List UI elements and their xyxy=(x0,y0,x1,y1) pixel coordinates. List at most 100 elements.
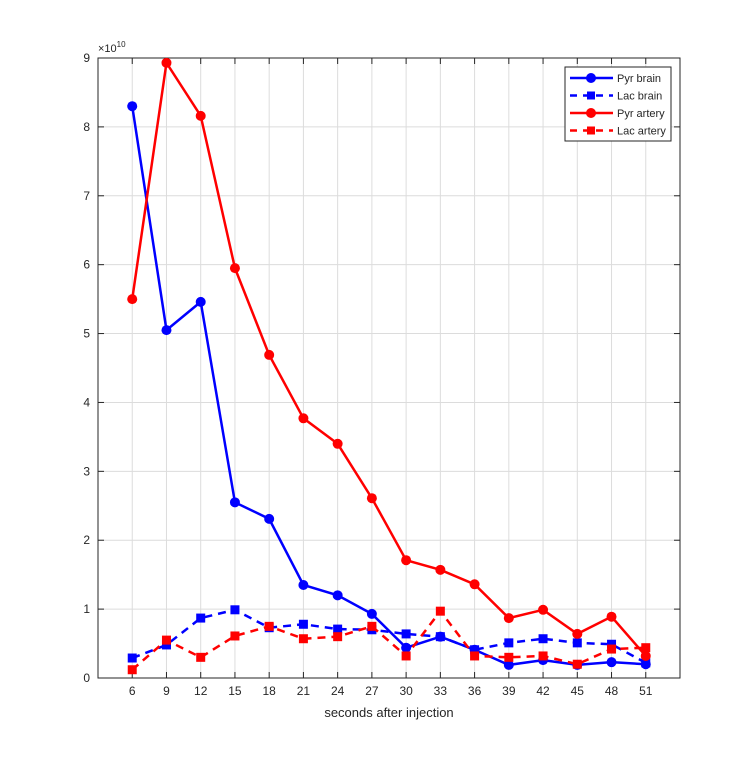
data-point xyxy=(572,628,583,639)
series-line xyxy=(131,609,646,671)
x-axis-label: seconds after injection xyxy=(324,705,453,720)
legend-label: Lac artery xyxy=(617,126,666,138)
data-point xyxy=(161,640,171,650)
legend-label: Lac brain xyxy=(617,91,662,103)
data-point xyxy=(264,513,275,524)
data-point xyxy=(195,110,206,121)
y-tick-label: 9 xyxy=(83,51,90,65)
data-point xyxy=(229,263,240,274)
data-point xyxy=(366,493,377,504)
y-exponent-label: ×1010 xyxy=(98,40,126,55)
data-point xyxy=(298,413,309,424)
x-tick-label: 24 xyxy=(331,684,345,698)
data-point xyxy=(641,658,651,668)
data-point xyxy=(298,619,308,629)
data-point xyxy=(195,296,206,307)
data-point xyxy=(229,497,240,508)
data-point xyxy=(298,580,309,590)
legend-box xyxy=(564,66,672,142)
x-tick-label: 27 xyxy=(365,684,379,698)
x-tick-label: 42 xyxy=(536,684,550,698)
data-point xyxy=(127,101,138,112)
data-point xyxy=(607,644,617,654)
data-point xyxy=(572,659,582,669)
data-point xyxy=(435,632,445,642)
data-point xyxy=(230,605,240,615)
data-point xyxy=(298,634,308,644)
x-tick-label: 15 xyxy=(228,684,242,698)
legend-label: Pyr brain xyxy=(617,73,661,85)
data-point xyxy=(606,611,617,622)
series-pyr-artery xyxy=(127,57,651,661)
data-point xyxy=(538,604,549,615)
data-point xyxy=(504,652,514,662)
data-point xyxy=(333,624,343,634)
data-point xyxy=(606,657,617,668)
data-point xyxy=(127,294,138,305)
data-point xyxy=(640,650,651,661)
y-tick-label: 4 xyxy=(83,395,90,409)
data-point xyxy=(264,621,274,631)
legend-marker xyxy=(586,73,596,83)
data-point xyxy=(641,643,651,653)
x-tick-label: 12 xyxy=(194,684,208,698)
x-tick-label: 51 xyxy=(639,684,653,698)
legend-marker xyxy=(587,91,595,100)
data-point xyxy=(401,629,411,639)
data-point xyxy=(401,555,412,566)
data-point xyxy=(161,635,171,645)
data-point xyxy=(607,639,617,649)
data-point xyxy=(470,651,480,661)
y-tick-label: 2 xyxy=(83,533,90,547)
y-tick-label: 3 xyxy=(83,464,90,478)
legend-marker xyxy=(586,108,596,118)
data-point xyxy=(469,579,480,590)
data-point xyxy=(161,325,172,336)
legend-label: Pyr artery xyxy=(617,108,665,120)
data-point xyxy=(264,349,275,360)
data-point xyxy=(538,634,548,644)
data-point xyxy=(503,613,514,624)
x-tick-label: 48 xyxy=(605,684,619,698)
data-point xyxy=(127,653,137,663)
axes-box xyxy=(97,57,681,679)
data-point xyxy=(572,638,582,648)
y-tick-label: 6 xyxy=(83,258,90,272)
grid xyxy=(98,57,680,679)
x-tick-label: 36 xyxy=(468,684,482,698)
data-point xyxy=(332,590,343,601)
data-point xyxy=(435,564,446,575)
data-point xyxy=(196,613,206,623)
series-lac-artery xyxy=(127,606,651,675)
x-tick-label: 18 xyxy=(262,684,276,698)
y-tick-label: 5 xyxy=(83,327,90,341)
y-tick-label: 0 xyxy=(83,671,90,685)
data-point xyxy=(503,659,514,670)
data-point xyxy=(538,651,548,661)
data-point xyxy=(401,642,412,653)
y-tick-label: 7 xyxy=(83,189,90,203)
plot-area xyxy=(98,58,680,678)
data-point xyxy=(333,632,343,642)
data-point xyxy=(435,606,445,616)
y-tick-label: 8 xyxy=(83,120,90,134)
x-tick-label: 9 xyxy=(163,684,170,698)
data-point xyxy=(230,631,240,641)
data-point xyxy=(332,438,343,449)
data-point xyxy=(161,57,172,68)
x-tick-label: 39 xyxy=(502,684,516,698)
y-tick-label: 1 xyxy=(83,602,90,616)
data-point xyxy=(367,621,377,631)
data-point xyxy=(366,608,377,619)
x-tick-label: 33 xyxy=(434,684,448,698)
data-point xyxy=(504,638,514,648)
data-point xyxy=(196,652,206,662)
series-line xyxy=(130,59,647,657)
data-point xyxy=(127,665,137,675)
x-tick-label: 30 xyxy=(399,684,413,698)
x-tick-label: 21 xyxy=(297,684,311,698)
data-point xyxy=(470,645,480,655)
series-line xyxy=(131,608,647,664)
